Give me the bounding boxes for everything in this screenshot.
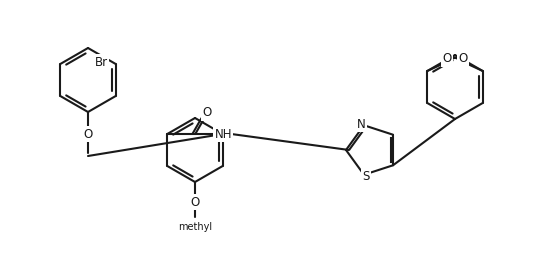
Text: methyl: methyl <box>178 222 212 232</box>
Text: Br: Br <box>94 55 108 69</box>
Text: NH: NH <box>215 128 232 141</box>
Text: N: N <box>357 118 365 131</box>
Text: O: O <box>203 107 212 119</box>
Text: O: O <box>458 52 468 66</box>
Text: S: S <box>362 170 370 183</box>
Text: O: O <box>83 128 93 141</box>
Text: O: O <box>443 52 452 66</box>
Text: O: O <box>190 196 200 209</box>
